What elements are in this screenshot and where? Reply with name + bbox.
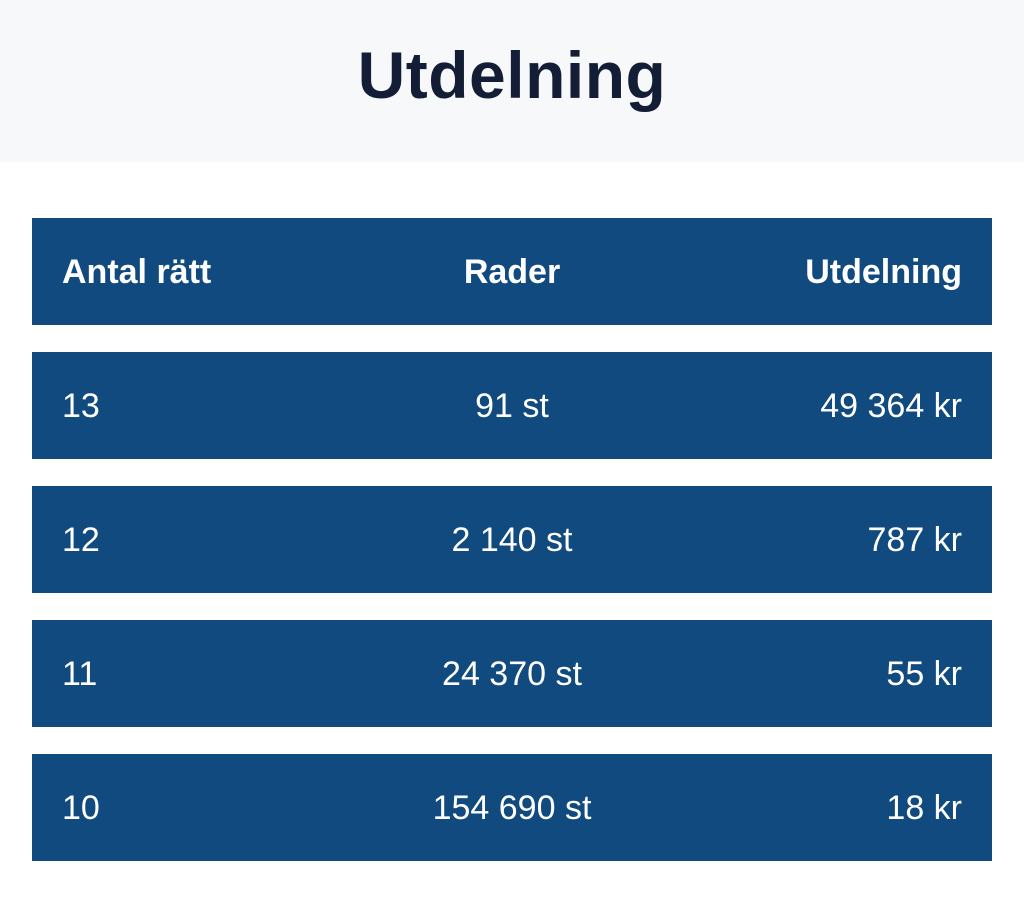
cell-antal-ratt: 12 (62, 520, 100, 559)
cell-utdelning: 18 kr (886, 788, 962, 827)
cell-antal-ratt: 10 (62, 788, 100, 827)
cell-antal-ratt: 13 (62, 386, 100, 425)
column-header-utdelning: Utdelning (805, 252, 962, 291)
cell-antal-ratt: 11 (62, 654, 98, 693)
cell-rader: 154 690 st (432, 788, 592, 827)
table-header-row: Antal rätt Rader Utdelning (32, 218, 992, 325)
cell-rader: 2 140 st (451, 520, 573, 559)
table-row: 12 2 140 st 787 kr (32, 486, 992, 593)
cell-utdelning: 787 kr (867, 520, 963, 559)
cell-utdelning: 49 364 kr (820, 386, 962, 425)
page-title: Utdelning (357, 38, 667, 112)
cell-utdelning: 55 kr (886, 654, 962, 693)
table-row: 10 154 690 st 18 kr (32, 754, 992, 861)
payout-table: Antal rätt Rader Utdelning 13 91 st 49 3… (32, 218, 992, 861)
column-header-antal-ratt: Antal rätt (62, 252, 212, 291)
header-band: Utdelning (0, 0, 1024, 162)
page: Utdelning Antal rätt Rader Utdelning 13 … (0, 0, 1024, 861)
cell-rader: 91 st (475, 386, 549, 425)
table-row: 13 91 st 49 364 kr (32, 352, 992, 459)
column-header-rader: Rader (463, 252, 561, 291)
table-row: 11 24 370 st 55 kr (32, 620, 992, 727)
cell-rader: 24 370 st (442, 654, 582, 693)
